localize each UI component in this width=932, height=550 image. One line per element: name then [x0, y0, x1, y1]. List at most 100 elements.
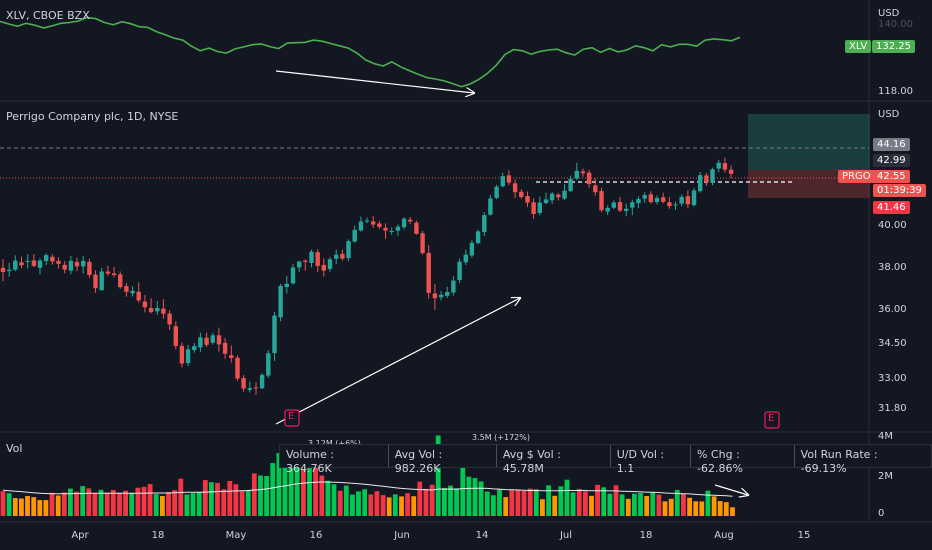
- candle-body: [512, 183, 518, 193]
- candle-body: [642, 195, 647, 199]
- candle-body: [247, 388, 252, 390]
- x-tick-jul: Jul: [559, 530, 573, 541]
- price-tick-38: 38.00: [878, 262, 907, 273]
- candle-body: [426, 253, 431, 293]
- xlv-line: [0, 16, 741, 88]
- volume-bar: [190, 493, 196, 516]
- candle-body: [346, 241, 351, 259]
- volume-bar: [484, 491, 490, 516]
- candle-body: [216, 335, 222, 345]
- volume-bar: [478, 481, 484, 516]
- candle-body: [673, 204, 678, 206]
- volume-bar: [196, 491, 202, 516]
- candle-body: [284, 283, 289, 287]
- candle-body: [161, 308, 166, 314]
- price-pane-title: Perrigo Company plc, 1D, NYSE: [6, 110, 179, 123]
- candle-body: [309, 251, 314, 263]
- volume-bar: [392, 494, 398, 516]
- candle-body: [728, 169, 734, 174]
- candle-body: [50, 256, 55, 262]
- candle-body: [525, 196, 530, 203]
- candle-body: [31, 260, 37, 266]
- volume-bar: [515, 489, 521, 516]
- x-tick-apr-18: 18: [151, 530, 165, 541]
- volume-bar: [723, 502, 729, 516]
- candle-body: [599, 191, 604, 211]
- volume-bar: [521, 490, 527, 516]
- volume-bar: [570, 492, 576, 516]
- stop-price-tag: 41.46: [873, 201, 910, 214]
- volume-bar: [55, 495, 61, 516]
- volume-bar: [564, 479, 570, 516]
- candle-body: [358, 221, 364, 231]
- candle-body: [648, 194, 653, 203]
- volume-bar: [509, 490, 515, 516]
- volume-bar: [282, 457, 288, 516]
- volume-bar: [117, 493, 122, 516]
- volume-bar: [625, 498, 631, 517]
- candle-body: [704, 175, 709, 182]
- candle-body: [488, 198, 493, 215]
- candle-body: [377, 223, 382, 227]
- volume-bar: [472, 478, 478, 517]
- volume-bar: [319, 475, 325, 516]
- price-trend-arrow[interactable]: [275, 298, 520, 425]
- volume-bar: [589, 495, 594, 516]
- candle-body: [469, 242, 475, 256]
- target-zone[interactable]: [748, 114, 870, 170]
- volume-bar: [638, 493, 643, 516]
- candle-body: [574, 170, 579, 179]
- candle-body: [118, 274, 123, 288]
- candle-body: [62, 264, 67, 270]
- volume-bar: [576, 488, 582, 516]
- volume-bar: [43, 500, 49, 516]
- candle-body: [74, 261, 80, 267]
- volume-bar: [356, 491, 361, 516]
- volume-bar: [368, 494, 374, 516]
- volume-bar: [25, 496, 30, 516]
- candle-body: [580, 171, 586, 174]
- candle-body: [136, 291, 141, 301]
- earnings-marker-2[interactable]: [764, 411, 780, 429]
- candle-body: [371, 221, 376, 225]
- volume-bar: [448, 485, 453, 516]
- candle-body: [685, 196, 691, 205]
- volume-bar: [693, 501, 699, 516]
- volume-bar: [374, 491, 380, 516]
- volume-bar: [215, 482, 220, 516]
- volume-bar: [294, 455, 300, 516]
- candle-body: [155, 307, 160, 312]
- volume-bar: [711, 496, 717, 516]
- volume-bar: [337, 490, 343, 516]
- volume-bar: [491, 495, 496, 516]
- volume-bar: [221, 489, 227, 516]
- entry-price-tag: 42.99: [873, 154, 910, 167]
- candle-body: [81, 260, 86, 267]
- volume-bar: [552, 495, 558, 516]
- volume-bar: [497, 489, 502, 516]
- candle-body: [235, 357, 240, 379]
- prgo-symbol-tag: PRGO: [838, 170, 875, 183]
- volume-bar: [405, 493, 410, 516]
- price-tick-36: 36.00: [878, 304, 907, 315]
- bar-countdown-tag: 01:39:39: [873, 184, 926, 197]
- x-tick-apr: Apr: [71, 530, 89, 541]
- candle-body: [198, 337, 203, 348]
- volume-trend-arrow[interactable]: [714, 484, 748, 495]
- candle-body: [297, 261, 302, 268]
- volume-bar: [227, 481, 233, 516]
- xlv-divergence-arrow[interactable]: [275, 70, 474, 93]
- candle-body: [13, 260, 18, 270]
- volume-bar: [19, 498, 24, 516]
- candle-body: [543, 199, 549, 203]
- volume-bar: [0, 491, 6, 516]
- volume-bar: [74, 491, 79, 516]
- volume-bar: [705, 490, 711, 516]
- candle-body: [303, 260, 308, 262]
- candle-body: [395, 226, 401, 231]
- volume-bar: [668, 498, 674, 517]
- candle-body: [611, 202, 616, 208]
- candle-body: [710, 169, 715, 183]
- volume-bar: [423, 488, 429, 516]
- earnings-marker-1[interactable]: [284, 409, 300, 427]
